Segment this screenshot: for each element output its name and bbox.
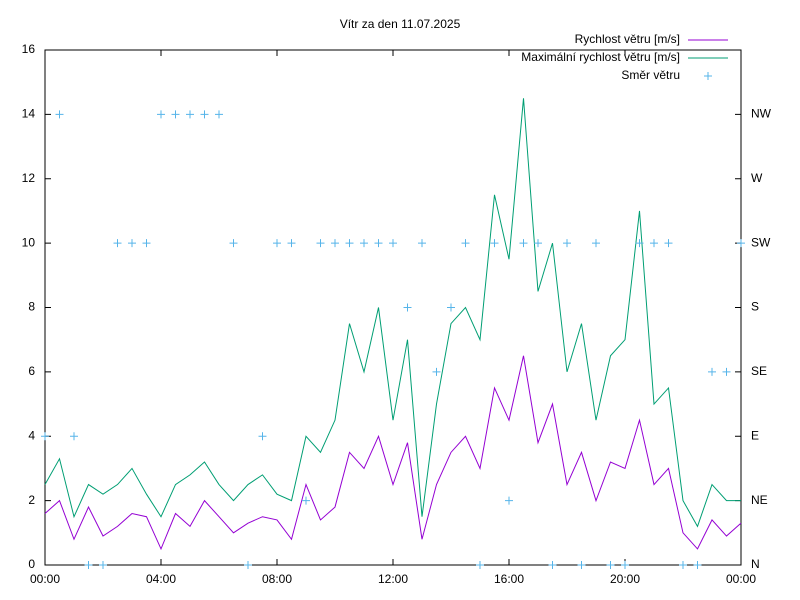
y2-tick-label: S: [751, 300, 759, 314]
x-tick-label: 12:00: [378, 572, 408, 586]
legend-label: Směr větru: [621, 68, 680, 82]
direction-point: [302, 496, 310, 505]
direction-point: [186, 110, 194, 119]
direction-point: [70, 432, 78, 441]
y-tick-label: 6: [28, 364, 35, 378]
direction-point: [519, 239, 528, 248]
direction-point: [664, 239, 673, 248]
direction-point: [215, 110, 223, 119]
x-tick-label: 20:00: [610, 572, 640, 586]
direction-point: [128, 239, 136, 248]
direction-point: [157, 110, 165, 119]
direction-point: [374, 239, 383, 248]
direction-point: [113, 239, 122, 248]
y2-tick-label: N: [751, 557, 760, 571]
x-tick-label: 08:00: [262, 572, 292, 586]
direction-point: [592, 239, 600, 248]
y2-tick-label: NW: [751, 107, 772, 121]
y-tick-label: 8: [28, 300, 35, 314]
direction-point: [99, 561, 107, 569]
direction-point: [244, 561, 252, 569]
direction-point: [621, 561, 629, 569]
direction-point: [679, 561, 687, 569]
y-tick-label: 0: [28, 557, 35, 571]
direction-point: [389, 239, 397, 248]
legend-label: Rychlost větru [m/s]: [575, 32, 680, 46]
direction-point: [606, 561, 615, 569]
chart-title: Vítr za den 11.07.2025: [340, 17, 461, 31]
direction-point: [650, 239, 658, 248]
direction-point: [273, 239, 281, 248]
direction-point: [142, 239, 151, 248]
direction-point: [722, 367, 731, 376]
y-tick-label: 16: [22, 42, 36, 56]
direction-point: [432, 367, 441, 376]
y-tick-label: 10: [22, 235, 36, 249]
direction-point: [345, 239, 354, 248]
y-tick-label: 12: [22, 171, 36, 185]
y2-tick-label: NE: [751, 493, 768, 507]
direction-point: [403, 303, 412, 312]
direction-point: [418, 239, 426, 248]
direction-point: [331, 239, 339, 248]
direction-point: [461, 239, 470, 248]
direction-point: [258, 432, 267, 441]
y2-tick-label: W: [751, 171, 763, 185]
direction-point: [229, 239, 238, 248]
direction-point: [287, 239, 296, 248]
y-tick-label: 14: [22, 107, 36, 121]
direction-point: [476, 561, 484, 569]
x-tick-label: 00:00: [30, 572, 60, 586]
legend-marker: [704, 72, 712, 80]
x-tick-label: 04:00: [146, 572, 176, 586]
direction-point: [534, 239, 542, 248]
y-tick-label: 4: [28, 428, 35, 442]
direction-point: [447, 303, 455, 312]
direction-point: [577, 561, 586, 569]
direction-point: [171, 110, 180, 119]
series-line: [44, 98, 741, 528]
series-line: [44, 355, 742, 551]
direction-point: [316, 239, 325, 248]
direction-point: [490, 239, 499, 248]
direction-point: [708, 367, 716, 376]
direction-point: [548, 561, 557, 569]
y2-tick-label: SE: [751, 364, 767, 378]
direction-point: [737, 239, 745, 248]
y2-tick-label: SW: [751, 235, 771, 249]
direction-point: [200, 110, 209, 119]
direction-point: [505, 496, 513, 505]
legend-label: Maximální rychlost větru [m/s]: [521, 50, 680, 64]
direction-point: [41, 432, 49, 441]
x-tick-label: 16:00: [494, 572, 524, 586]
direction-point: [563, 239, 571, 248]
direction-point: [55, 110, 64, 119]
y-tick-label: 2: [28, 493, 35, 507]
x-tick-label: 00:00: [726, 572, 756, 586]
direction-point: [693, 561, 702, 569]
direction-point: [84, 561, 93, 569]
y2-tick-label: E: [751, 428, 759, 442]
direction-point: [635, 239, 644, 248]
direction-point: [360, 239, 368, 248]
